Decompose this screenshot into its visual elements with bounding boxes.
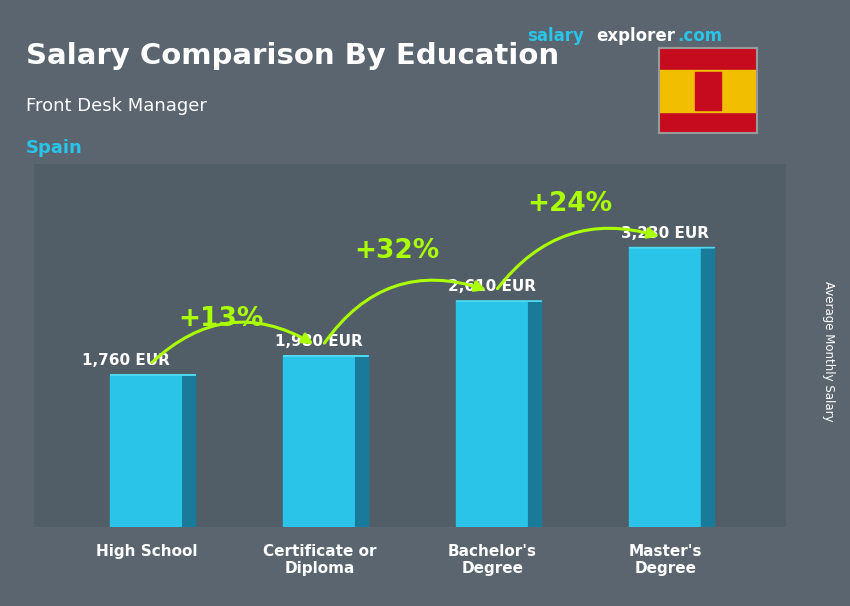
Text: salary: salary bbox=[527, 27, 584, 45]
Text: 1,980 EUR: 1,980 EUR bbox=[275, 334, 363, 349]
Polygon shape bbox=[183, 375, 196, 527]
Text: 1,760 EUR: 1,760 EUR bbox=[82, 353, 170, 368]
Text: .com: .com bbox=[677, 27, 722, 45]
Text: +13%: +13% bbox=[178, 307, 264, 333]
Polygon shape bbox=[529, 301, 541, 527]
Text: Salary Comparison By Education: Salary Comparison By Education bbox=[26, 42, 558, 70]
Text: Spain: Spain bbox=[26, 139, 82, 158]
Text: +24%: +24% bbox=[528, 191, 613, 218]
Text: Front Desk Manager: Front Desk Manager bbox=[26, 97, 207, 115]
Text: +32%: +32% bbox=[354, 238, 439, 264]
Polygon shape bbox=[355, 356, 369, 527]
Text: 3,230 EUR: 3,230 EUR bbox=[621, 225, 709, 241]
Bar bbox=[694, 72, 721, 110]
Bar bbox=[696, 74, 707, 108]
Text: 2,610 EUR: 2,610 EUR bbox=[448, 279, 536, 295]
Bar bbox=[659, 70, 756, 112]
Polygon shape bbox=[456, 301, 529, 527]
Text: Average Monthly Salary: Average Monthly Salary bbox=[822, 281, 836, 422]
Polygon shape bbox=[629, 248, 701, 527]
Polygon shape bbox=[701, 248, 715, 527]
Polygon shape bbox=[283, 356, 355, 527]
Text: explorer: explorer bbox=[597, 27, 676, 45]
Polygon shape bbox=[110, 375, 183, 527]
